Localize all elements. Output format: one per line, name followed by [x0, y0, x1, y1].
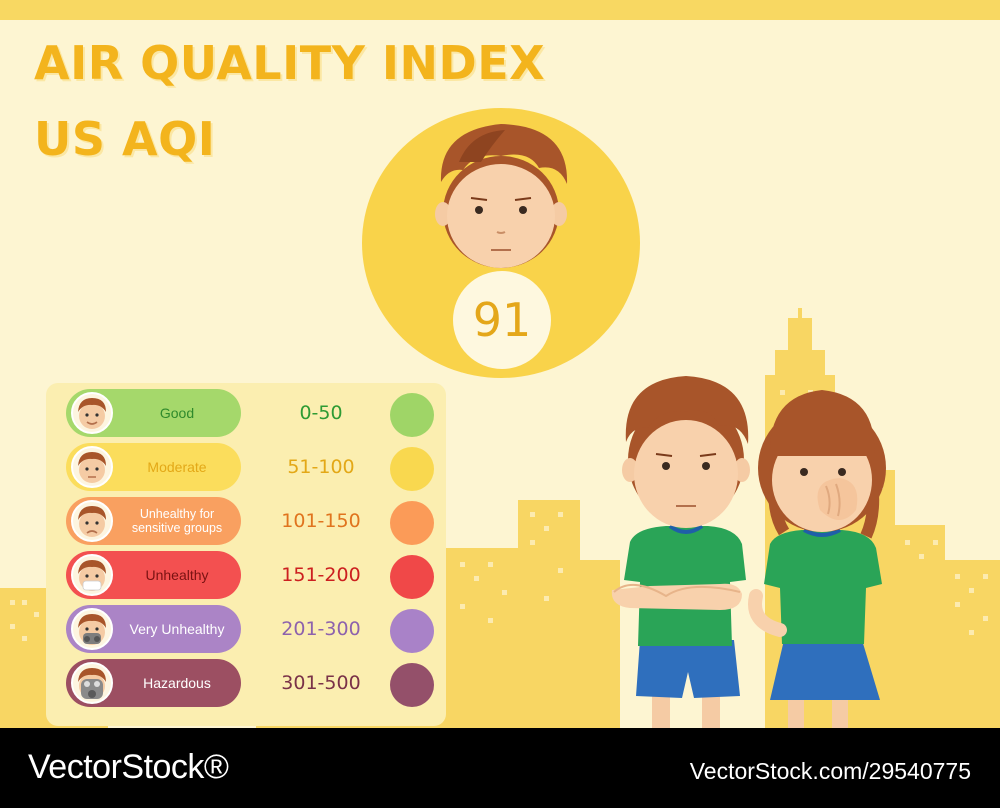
level-label: Very Unhealthy	[129, 620, 225, 637]
level-label: Hazardous	[143, 674, 211, 691]
level-label: Unhealthy for sensitive groups	[131, 507, 223, 535]
level-pill: Unhealthy for sensitive groups	[66, 497, 241, 545]
watermark-bar: VectorStock® VectorStock.com/29540775	[0, 728, 1000, 808]
level-label: Unhealthy	[145, 566, 209, 583]
level-color-dot	[390, 555, 434, 599]
aqi-level-moderate: Moderate 51-100	[66, 443, 446, 491]
aqi-level-very-unhealthy: Very Unhealthy 201-300	[66, 605, 446, 653]
level-range: 51-100	[287, 456, 355, 478]
level-pill: Moderate	[66, 443, 241, 491]
infographic: AIR QUALITY INDEX US AQI 91 Good 0-50	[0, 0, 1000, 728]
top-bar	[0, 0, 1000, 20]
level-color-dot	[390, 663, 434, 707]
level-pill: Hazardous	[66, 659, 241, 707]
aqi-level-hazardous: Hazardous 301-500	[66, 659, 446, 707]
boy-figure	[611, 376, 750, 728]
aqi-level-unhealthy-sensitive: Unhealthy for sensitive groups 101-150	[66, 497, 446, 545]
level-pill: Good	[66, 389, 241, 437]
page-title: AIR QUALITY INDEX	[34, 36, 546, 90]
current-aqi-value: 91	[453, 271, 551, 369]
boy-face-icon	[435, 124, 568, 268]
aqi-level-unhealthy: Unhealthy 151-200	[66, 551, 446, 599]
aqi-level-good: Good 0-50	[66, 389, 446, 437]
level-pill: Unhealthy	[66, 551, 241, 599]
face-sad-icon	[71, 500, 113, 542]
face-neutral-icon	[71, 446, 113, 488]
watermark-id: VectorStock.com/29540775	[689, 758, 971, 784]
respirator-icon	[71, 662, 113, 704]
gas-mask-icon	[71, 608, 113, 650]
level-range: 201-300	[281, 618, 361, 640]
children-illustration	[611, 376, 886, 728]
level-range: 151-200	[281, 564, 361, 586]
watermark-brand: VectorStock®	[28, 748, 229, 786]
level-color-dot	[390, 393, 434, 437]
girl-figure	[748, 390, 886, 728]
face-smile-icon	[71, 392, 113, 434]
level-label: Good	[159, 404, 195, 421]
level-range: 101-150	[281, 510, 361, 532]
level-range: 0-50	[299, 402, 343, 424]
face-mask-icon	[71, 554, 113, 596]
page-subtitle: US AQI	[34, 112, 216, 166]
level-pill: Very Unhealthy	[66, 605, 241, 653]
level-color-dot	[390, 609, 434, 653]
level-color-dot	[390, 501, 434, 545]
level-range: 301-500	[281, 672, 361, 694]
level-label: Moderate	[147, 458, 207, 475]
level-color-dot	[390, 447, 434, 491]
